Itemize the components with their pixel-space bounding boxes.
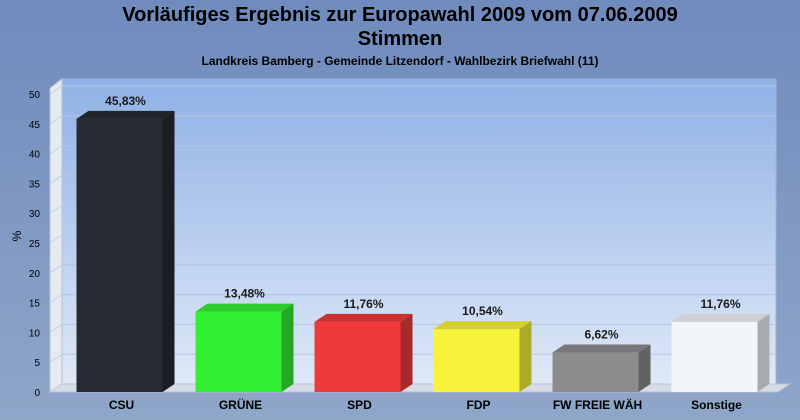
y-tick-label: 35: [29, 179, 41, 190]
gridline-side: [49, 115, 63, 125]
y-axis-label: %: [10, 230, 24, 241]
y-tick-label: 0: [34, 388, 40, 399]
bar: [76, 118, 163, 392]
gridline-side: [49, 204, 63, 214]
chart-subtitle: Stimmen: [357, 28, 443, 50]
gridline-side: [49, 85, 63, 95]
bar-value-label: 6,62%: [584, 328, 618, 342]
bar-side: [281, 303, 294, 392]
bar-side: [519, 321, 532, 392]
bar: [195, 311, 282, 392]
y-tick-label: 5: [34, 358, 40, 369]
bar: [433, 329, 520, 392]
gridline-side: [49, 294, 63, 304]
x-category-label: GRÜNE: [219, 397, 262, 412]
x-category-label: Sonstige: [691, 398, 742, 412]
gridline-side: [49, 323, 63, 333]
plot-area: [48, 78, 792, 393]
y-tick-label: 20: [29, 269, 41, 280]
bar-side: [162, 110, 175, 392]
bar-top: [552, 344, 651, 353]
y-tick-label: 45: [29, 120, 41, 131]
bar-top: [76, 110, 175, 119]
x-category-label: SPD: [347, 398, 372, 412]
bar: [314, 321, 401, 392]
y-tick-label: 40: [29, 150, 41, 161]
bar-side: [757, 313, 770, 392]
y-tick-label: 10: [29, 328, 41, 339]
bar-top: [671, 313, 770, 322]
bar-top: [195, 303, 294, 312]
x-category-label: FW FREIE WÄH: [553, 397, 642, 412]
bar-top: [433, 321, 532, 330]
bar-top: [314, 313, 413, 322]
bar-value-label: 10,54%: [462, 304, 503, 318]
bar-side: [638, 344, 651, 392]
x-category-label: FDP: [467, 398, 491, 412]
gridline-side: [49, 383, 63, 393]
gridline-side: [49, 234, 63, 244]
x-category-label: CSU: [109, 398, 134, 412]
gridline-side: [49, 174, 63, 184]
bar-value-label: 13,48%: [224, 287, 265, 301]
bar-value-label: 11,76%: [700, 297, 740, 311]
labels-group: 0 5 10 15 20 25 30 35 40 45 50% 45,83% CSU 13,48% GRÜN…: [10, 90, 742, 412]
bar: [671, 321, 758, 392]
bar-side: [400, 313, 413, 392]
gridline-side: [49, 353, 63, 363]
chart-caption: Landkreis Bamberg - Gemeinde Litzendorf …: [201, 54, 599, 68]
bar: [552, 352, 639, 392]
y-tick-label: 50: [29, 90, 41, 101]
bar-value-label: 11,76%: [343, 297, 383, 311]
plot-left-wall: [49, 78, 63, 393]
y-tick-label: 15: [29, 299, 41, 310]
y-tick-label: 30: [29, 209, 41, 220]
chart-title: Vorläufiges Ergebnis zur Europawahl 2009…: [122, 4, 678, 26]
bars-group: [76, 110, 770, 392]
bar-value-label: 45,83%: [105, 94, 146, 108]
gridline-side: [49, 264, 63, 274]
gridline-side: [49, 145, 63, 155]
y-tick-label: 25: [29, 239, 41, 250]
